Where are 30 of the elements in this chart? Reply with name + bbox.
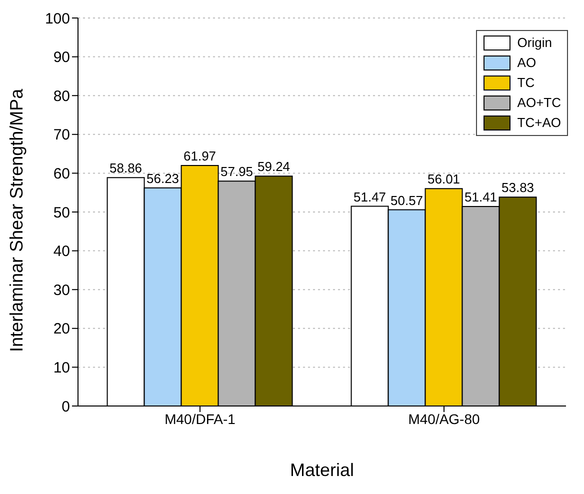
y-tick-label: 10 <box>53 360 70 377</box>
legend-label: Origin <box>517 34 552 52</box>
y-tick-label: 70 <box>53 126 70 144</box>
x-tick-label: M40/AG-80 <box>408 410 480 427</box>
x-axis-title: Material <box>290 460 354 480</box>
data-label: 51.47 <box>354 189 386 204</box>
data-label: 51.41 <box>464 190 498 205</box>
y-tick-label: 50 <box>53 204 70 222</box>
data-label: 53.83 <box>502 180 534 196</box>
y-tick-label: 0 <box>62 398 70 416</box>
legend-label: TC <box>517 74 535 92</box>
y-tick-label: 20 <box>53 320 70 338</box>
data-label: 59.24 <box>258 159 290 174</box>
legend-label: AO+TC <box>517 94 561 112</box>
y-axis-title: Interlaminar Shear Strength/MPa <box>6 88 26 352</box>
data-label: 58.86 <box>110 160 142 176</box>
y-tick-label: 90 <box>53 49 70 66</box>
y-tick-label: 40 <box>53 243 70 260</box>
y-tick-label: 30 <box>53 282 70 299</box>
y-tick-label: 80 <box>53 88 70 105</box>
data-label: 56.23 <box>146 170 180 186</box>
legend-label: AO <box>517 54 536 72</box>
x-tick-label: M40/DFA-1 <box>164 410 236 427</box>
y-tick-label: 60 <box>53 166 70 183</box>
data-label: 61.97 <box>184 148 216 164</box>
legend-label: TC+AO <box>517 114 561 132</box>
data-label: 56.01 <box>428 172 460 187</box>
data-label: 50.57 <box>390 192 424 208</box>
y-tick-label: 100 <box>44 10 70 28</box>
data-label: 57.95 <box>220 164 254 180</box>
